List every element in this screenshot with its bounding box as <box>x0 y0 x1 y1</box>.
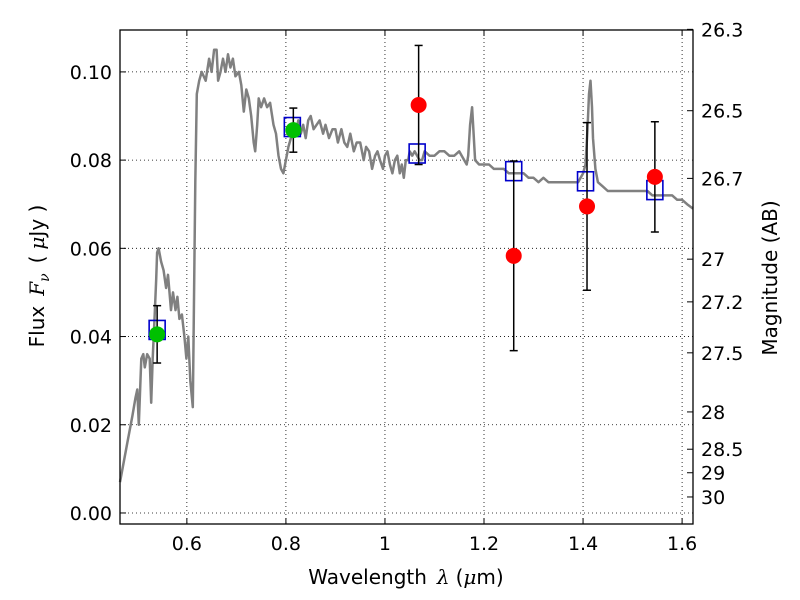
x-axis-title-unit-open: ( <box>456 565 464 589</box>
y2-tick-label: 27.2 <box>701 292 743 314</box>
y-tick-label: 0.06 <box>70 238 112 260</box>
y-axis-title-unit-rest: Jy ) <box>25 205 49 239</box>
x-axis-title-unit-mu: μ <box>463 565 476 589</box>
x-axis-title: Wavelength λ (μm) <box>308 565 503 589</box>
x-tick-label: 0.6 <box>172 533 202 555</box>
measured-point <box>505 247 522 264</box>
y2-tick-label: 27.5 <box>701 343 743 365</box>
x-axis-title-symbol: λ <box>436 565 450 589</box>
y-tick-label: 0.04 <box>70 327 112 349</box>
measured-point <box>646 168 663 185</box>
measured-point <box>410 96 427 113</box>
y-axis-title-text: Flux <box>25 306 49 348</box>
y2-tick-label: 30 <box>701 487 725 509</box>
y2-tick-label: 26.3 <box>701 19 743 41</box>
y-axis-title-unit-mu: μ <box>25 237 49 250</box>
y2-tick-label: 26.5 <box>701 101 743 123</box>
plot-frame <box>119 29 694 525</box>
model-band-square <box>408 143 426 164</box>
x-tick-label: 1.6 <box>667 533 697 555</box>
y2-tick-label: 26.7 <box>701 168 743 190</box>
y-axis-title-subscript: ν <box>37 273 53 282</box>
y-axis-title-unit-open: ( <box>25 256 49 264</box>
y2-tick-label: 29 <box>701 463 725 485</box>
detected-point <box>149 326 166 343</box>
y-axis-title-symbol: F <box>25 281 49 297</box>
y-tick-label: 0.10 <box>70 62 112 84</box>
grid-lines <box>120 30 693 524</box>
model-spectrum-layer <box>118 48 694 483</box>
x-tick-label: 1 <box>379 533 391 555</box>
measured-point <box>579 198 596 215</box>
x-axis-title-unit-rest: m) <box>476 565 503 589</box>
x-tick-label: 1.2 <box>469 533 499 555</box>
y-tick-label: 0.00 <box>70 503 112 525</box>
y2-tick-label: 28 <box>701 402 725 424</box>
magnitude-axis-title: Magnitude (AB) <box>758 200 782 355</box>
y2-tick-label: 28.5 <box>701 439 743 461</box>
model-spectrum-line <box>118 48 694 483</box>
x-tick-label: 1.4 <box>568 533 598 555</box>
axis-ticks: 0.6 0.8 1 1.2 1.4 1.6 0.00 0.02 0.04 0.06 0.08 0.10… <box>70 19 744 555</box>
y-tick-label: 0.02 <box>70 415 112 437</box>
y-axis-title: Flux Fν ( μJy ) <box>25 205 53 348</box>
photometry-layer <box>148 44 664 364</box>
model-band-square <box>576 170 595 192</box>
y2-tick-label: 27 <box>701 249 725 271</box>
detected-point <box>285 122 302 139</box>
x-tick-label: 0.8 <box>271 533 301 555</box>
y-tick-label: 0.08 <box>70 150 112 172</box>
x-axis-title-text: Wavelength <box>308 565 427 589</box>
